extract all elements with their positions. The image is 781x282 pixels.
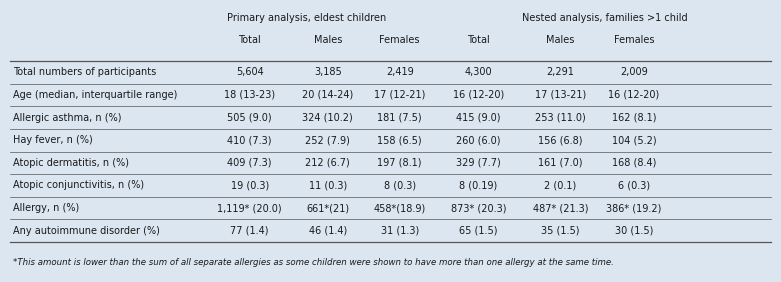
Text: 46 (1.4): 46 (1.4)	[308, 226, 347, 236]
Text: 1,119* (20.0): 1,119* (20.0)	[217, 203, 282, 213]
Text: Any autoimmune disorder (%): Any autoimmune disorder (%)	[13, 226, 160, 236]
Text: 8 (0.3): 8 (0.3)	[383, 180, 415, 191]
Text: 156 (6.8): 156 (6.8)	[538, 135, 583, 145]
Text: 30 (1.5): 30 (1.5)	[615, 226, 653, 236]
Text: 181 (7.5): 181 (7.5)	[377, 113, 422, 122]
Text: 31 (1.3): 31 (1.3)	[380, 226, 419, 236]
Text: 661*(21): 661*(21)	[306, 203, 349, 213]
Text: 162 (8.1): 162 (8.1)	[612, 113, 656, 122]
Text: 252 (7.9): 252 (7.9)	[305, 135, 350, 145]
Text: 4,300: 4,300	[465, 67, 492, 77]
Text: 2,419: 2,419	[386, 67, 414, 77]
Text: 329 (7.7): 329 (7.7)	[456, 158, 501, 168]
Text: 415 (9.0): 415 (9.0)	[456, 113, 501, 122]
Text: 19 (0.3): 19 (0.3)	[230, 180, 269, 191]
Text: *This amount is lower than the sum of all separate allergies as some children we: *This amount is lower than the sum of al…	[13, 258, 614, 267]
Text: Females: Females	[380, 35, 420, 45]
Text: Allergic asthma, n (%): Allergic asthma, n (%)	[13, 113, 122, 122]
Text: 253 (11.0): 253 (11.0)	[535, 113, 586, 122]
Text: 11 (0.3): 11 (0.3)	[308, 180, 347, 191]
Text: 505 (9.0): 505 (9.0)	[227, 113, 272, 122]
Text: 386* (19.2): 386* (19.2)	[606, 203, 662, 213]
Text: Allergy, n (%): Allergy, n (%)	[13, 203, 80, 213]
Text: 16 (12-20): 16 (12-20)	[453, 90, 505, 100]
Text: 18 (13-23): 18 (13-23)	[224, 90, 275, 100]
Text: 197 (8.1): 197 (8.1)	[377, 158, 422, 168]
Text: Total numbers of participants: Total numbers of participants	[13, 67, 156, 77]
Text: Atopic conjunctivitis, n (%): Atopic conjunctivitis, n (%)	[13, 180, 144, 191]
Text: 77 (1.4): 77 (1.4)	[230, 226, 269, 236]
Text: 104 (5.2): 104 (5.2)	[612, 135, 656, 145]
Text: Atopic dermatitis, n (%): Atopic dermatitis, n (%)	[13, 158, 129, 168]
Text: 409 (7.3): 409 (7.3)	[227, 158, 272, 168]
Text: 17 (13-21): 17 (13-21)	[535, 90, 586, 100]
Text: 2,291: 2,291	[547, 67, 574, 77]
Text: 487* (21.3): 487* (21.3)	[533, 203, 588, 213]
Text: Age (median, interquartile range): Age (median, interquartile range)	[13, 90, 177, 100]
Text: 20 (14-24): 20 (14-24)	[302, 90, 353, 100]
Text: 3,185: 3,185	[314, 67, 341, 77]
Text: Hay fever, n (%): Hay fever, n (%)	[13, 135, 93, 145]
Text: 324 (10.2): 324 (10.2)	[302, 113, 353, 122]
Text: Males: Males	[313, 35, 342, 45]
Text: Males: Males	[546, 35, 575, 45]
Text: 168 (8.4): 168 (8.4)	[612, 158, 656, 168]
Text: 5,604: 5,604	[236, 67, 263, 77]
Text: 212 (6.7): 212 (6.7)	[305, 158, 350, 168]
Text: 410 (7.3): 410 (7.3)	[227, 135, 272, 145]
Text: 161 (7.0): 161 (7.0)	[538, 158, 583, 168]
Text: 35 (1.5): 35 (1.5)	[541, 226, 580, 236]
Text: Primary analysis, eldest children: Primary analysis, eldest children	[227, 13, 387, 23]
Text: 458*(18.9): 458*(18.9)	[373, 203, 426, 213]
Text: Total: Total	[467, 35, 490, 45]
Text: Total: Total	[238, 35, 261, 45]
Text: 65 (1.5): 65 (1.5)	[459, 226, 497, 236]
Text: 873* (20.3): 873* (20.3)	[451, 203, 506, 213]
Text: 6 (0.3): 6 (0.3)	[618, 180, 650, 191]
Text: 260 (6.0): 260 (6.0)	[456, 135, 501, 145]
Text: 2 (0.1): 2 (0.1)	[544, 180, 576, 191]
Text: Females: Females	[614, 35, 654, 45]
Text: 2,009: 2,009	[620, 67, 647, 77]
Text: 8 (0.19): 8 (0.19)	[459, 180, 497, 191]
Text: 158 (6.5): 158 (6.5)	[377, 135, 422, 145]
Text: 17 (12-21): 17 (12-21)	[374, 90, 426, 100]
Text: Nested analysis, families >1 child: Nested analysis, families >1 child	[522, 13, 687, 23]
Text: 16 (12-20): 16 (12-20)	[608, 90, 659, 100]
